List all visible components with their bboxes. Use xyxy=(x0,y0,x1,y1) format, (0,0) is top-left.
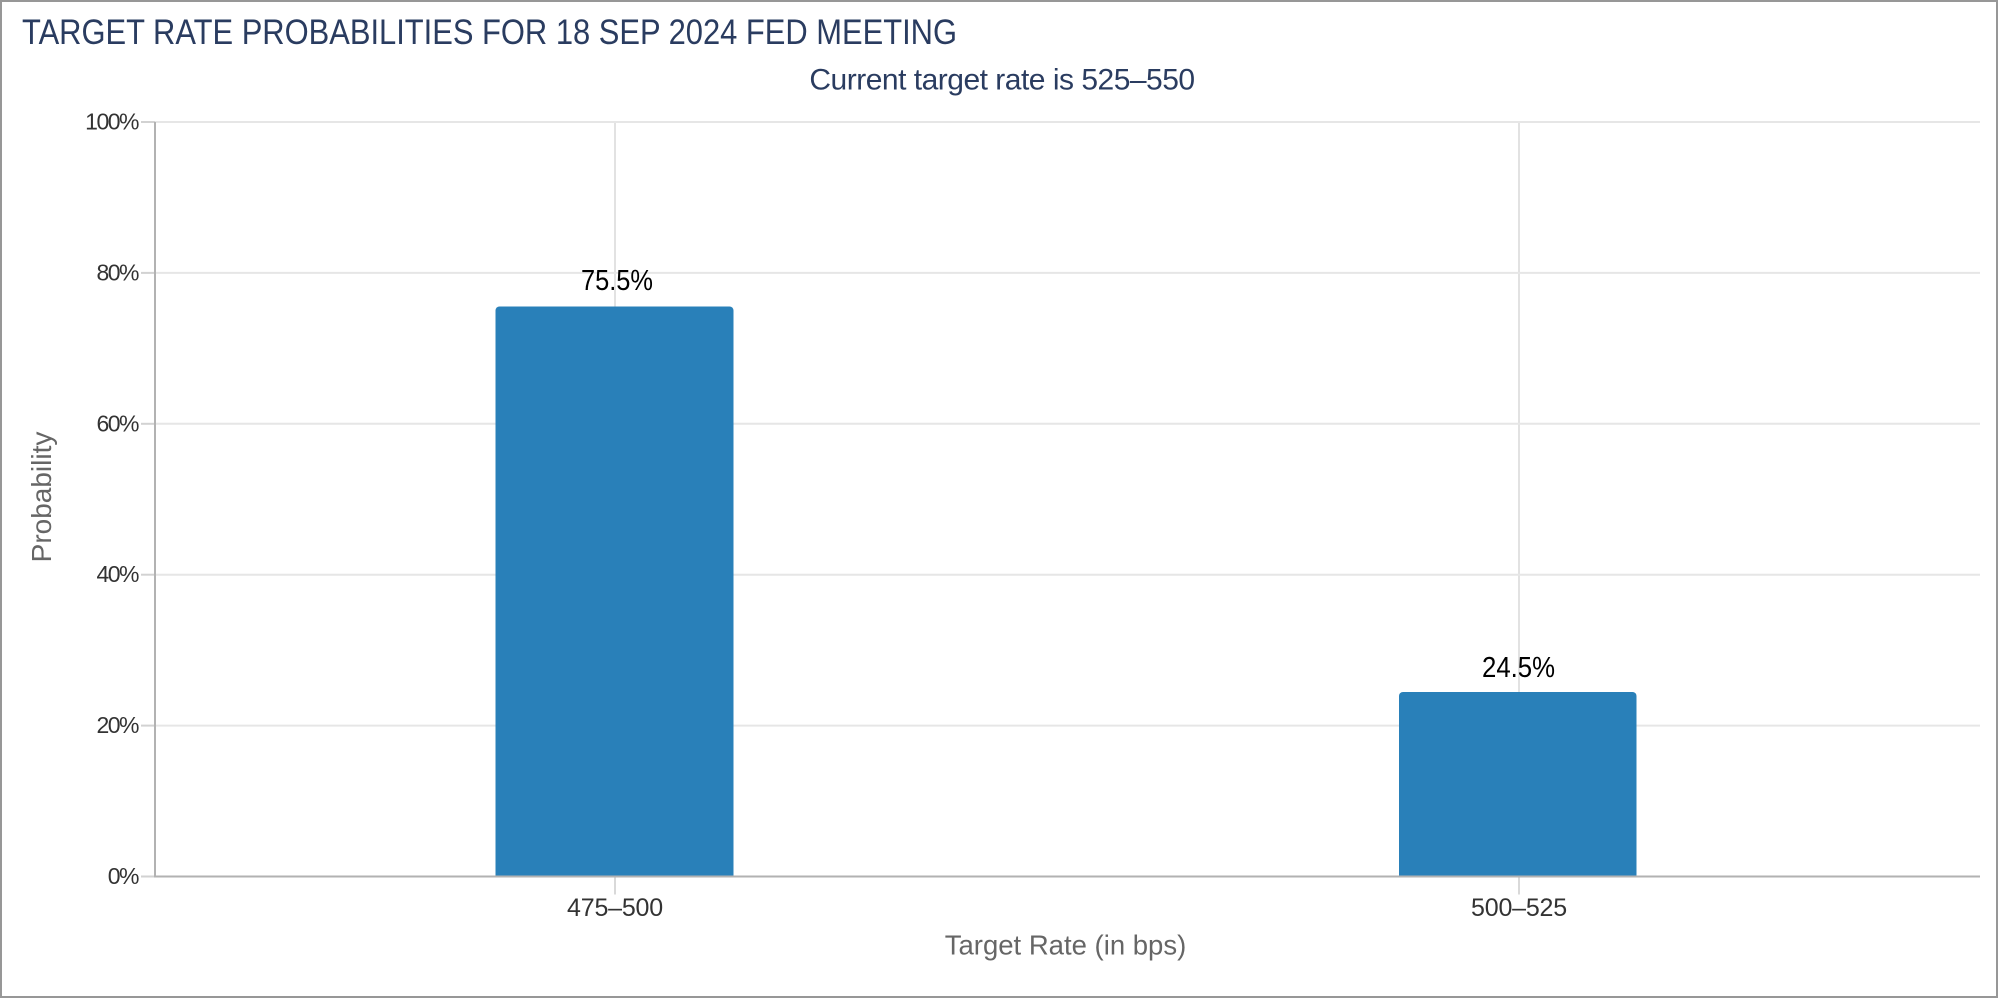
svg-text:100%: 100% xyxy=(85,109,139,135)
svg-text:80%: 80% xyxy=(96,259,139,285)
svg-text:60%: 60% xyxy=(96,410,139,436)
svg-text:500–525: 500–525 xyxy=(1471,894,1567,922)
svg-text:75.5%: 75.5% xyxy=(581,265,653,297)
svg-text:24.5%: 24.5% xyxy=(1482,652,1555,684)
svg-text:475–500: 475–500 xyxy=(567,894,663,922)
svg-text:Target Rate (in bps): Target Rate (in bps) xyxy=(945,930,1187,961)
svg-text:TARGET RATE PROBABILITIES FOR: TARGET RATE PROBABILITIES FOR 18 SEP 202… xyxy=(22,13,957,52)
svg-text:20%: 20% xyxy=(96,712,139,738)
svg-text:40%: 40% xyxy=(96,561,139,587)
svg-text:Current target rate is 525–550: Current target rate is 525–550 xyxy=(809,64,1194,97)
svg-text:Probability: Probability xyxy=(26,432,57,563)
svg-text:0%: 0% xyxy=(108,863,139,889)
